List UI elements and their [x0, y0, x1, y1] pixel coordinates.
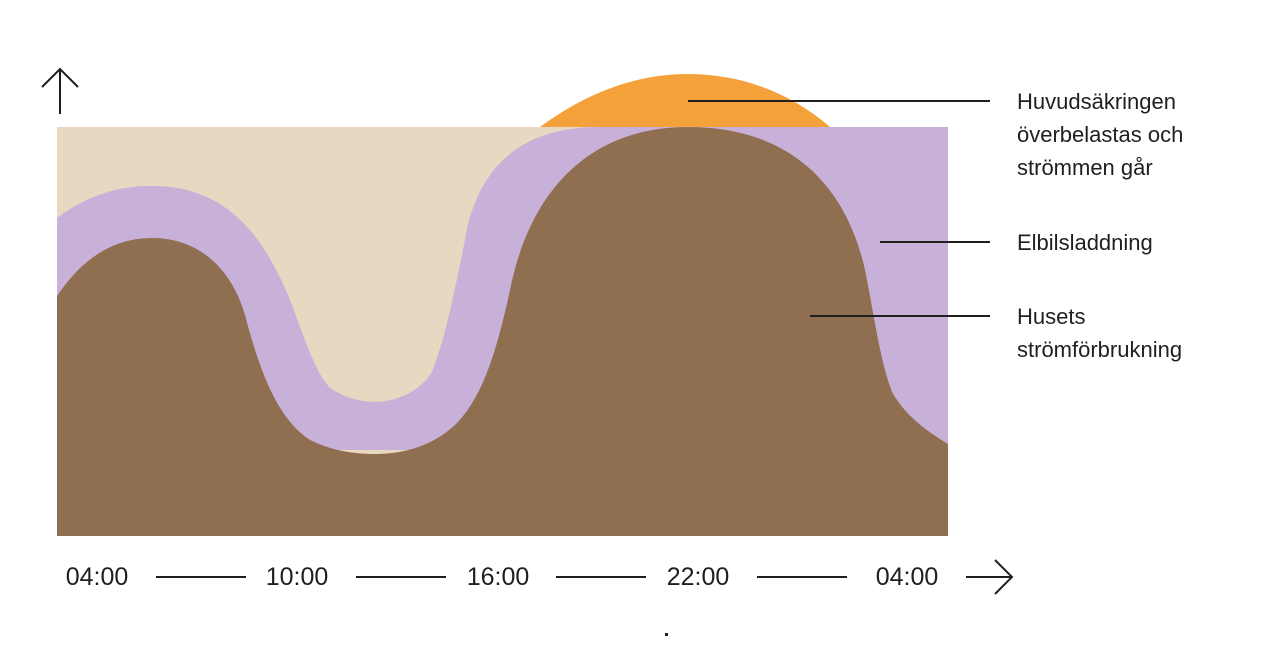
house-label-line-2: strömförbrukning: [1017, 337, 1183, 362]
overload-label-line-3: strömmen går: [1017, 155, 1153, 180]
dot-mark: [665, 633, 668, 636]
time-tick-label: 16:00: [466, 563, 530, 591]
house-label-line-1: Husets: [1017, 304, 1086, 329]
time-tick-label: 04:00: [65, 563, 129, 591]
time-tick-label: 04:00: [875, 563, 939, 591]
house-consumption-area: [57, 127, 948, 536]
overload-label-line-2: överbelastas och: [1017, 122, 1184, 147]
arrow-right-icon: [966, 559, 1014, 595]
overload-label: Huvudsäkringen överbelastas och strömmen…: [1017, 85, 1183, 184]
ev-charging-label: Elbilsladdning: [1017, 230, 1153, 255]
overload-area: [540, 74, 830, 127]
time-tick-label: 22:00: [666, 563, 730, 591]
overload-label-line-1: Huvudsäkringen: [1017, 89, 1176, 114]
arrow-up-icon: [41, 67, 79, 114]
house-consumption-label: Husets strömförbrukning: [1017, 300, 1182, 366]
time-tick-label: 10:00: [265, 563, 329, 591]
